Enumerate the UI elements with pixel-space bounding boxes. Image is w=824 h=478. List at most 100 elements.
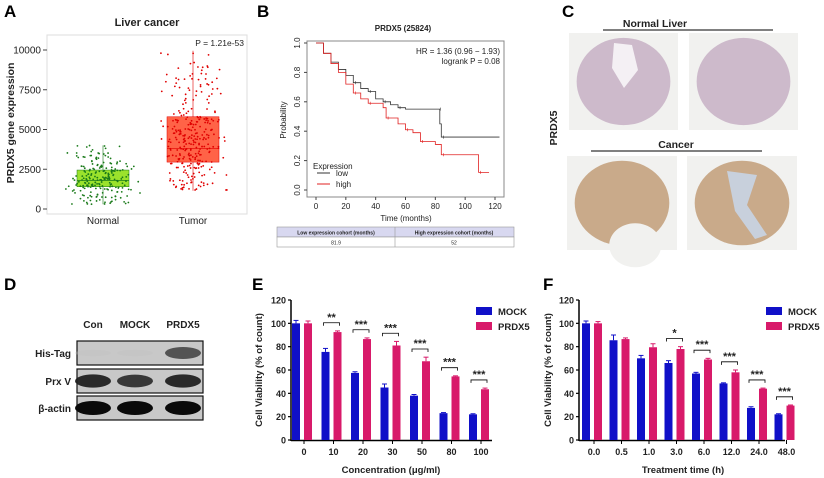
data-point [121, 176, 124, 179]
data-point [167, 140, 170, 143]
panel-a-xtick-tumor: Tumor [179, 216, 208, 227]
data-point [185, 148, 188, 150]
data-point [175, 155, 177, 157]
blot-band [165, 347, 201, 359]
data-point [109, 184, 112, 186]
data-point [79, 189, 82, 192]
data-point [190, 123, 193, 125]
data-point [107, 175, 110, 177]
data-point [101, 191, 104, 194]
panel-f-xtick-label: 12.0 [723, 447, 741, 457]
data-point [127, 173, 130, 176]
data-point [106, 177, 108, 180]
data-point [174, 118, 177, 121]
data-point [169, 178, 172, 180]
data-point [207, 102, 210, 104]
data-point [88, 176, 91, 179]
panel-f-legend-swatch-prdx5 [766, 322, 782, 330]
data-point [196, 162, 199, 165]
data-point [179, 111, 181, 114]
data-point [127, 188, 130, 191]
panel-e-significance-label: *** [414, 338, 428, 350]
data-point [198, 142, 200, 145]
data-point [119, 169, 122, 172]
panel-b-xlabel: Time (months) [380, 214, 432, 223]
data-point [73, 189, 75, 191]
data-point [207, 134, 210, 137]
panel-f-xtick-label: 3.0 [670, 447, 683, 457]
data-point [103, 188, 106, 190]
data-point [130, 188, 132, 191]
panel-e-legend-prdx5: PRDX5 [498, 322, 530, 333]
panel-f-bar-prdx5 [786, 405, 795, 440]
tissue-core [574, 160, 670, 246]
data-point [180, 114, 183, 117]
data-point [160, 138, 163, 140]
data-point [189, 159, 192, 161]
panel-f-xtick-label: 0.0 [588, 447, 601, 457]
data-point [123, 200, 126, 203]
data-point [207, 143, 210, 146]
data-point [90, 159, 93, 162]
panel-e-xtick-label: 50 [417, 447, 427, 457]
panel-e-significance-bracket [470, 379, 488, 383]
panel-e-significance-label: ** [327, 312, 336, 324]
blot-band [117, 374, 153, 388]
data-point [187, 110, 190, 113]
data-point [177, 119, 180, 122]
panel-e-significance-label: *** [355, 319, 369, 331]
data-point [97, 157, 100, 159]
data-point [109, 185, 111, 188]
data-point [96, 193, 99, 196]
data-point [194, 158, 197, 161]
data-point [193, 176, 196, 178]
blot-band [165, 374, 201, 388]
panel-f-significance-bracket [748, 379, 766, 383]
panel-label-a: A [4, 2, 16, 21]
data-point [91, 163, 94, 165]
data-point [173, 85, 176, 88]
data-point [81, 194, 84, 196]
data-point [162, 125, 165, 128]
km-xtick-label: 120 [488, 202, 502, 211]
data-point [217, 145, 220, 148]
panel-f-ytick-label: 100 [559, 319, 574, 329]
data-point [205, 138, 207, 140]
data-point [213, 133, 215, 136]
data-point [121, 168, 124, 171]
data-point [180, 187, 182, 190]
panel-e-bar-prdx5 [481, 389, 489, 440]
data-point [192, 52, 195, 55]
panel-e-significance-bracket [352, 329, 370, 333]
data-point [98, 185, 101, 188]
panel-d: Con MOCK PRDX5 His-Tag Prx V β-actin [35, 320, 204, 421]
data-point [206, 65, 209, 67]
panel-f-bar-mock [637, 358, 645, 440]
data-point [188, 164, 191, 167]
row-label-his-tag: His-Tag [35, 349, 71, 360]
data-point [218, 136, 220, 139]
panel-e-xlabel: Concentration (μg/ml) [342, 465, 441, 476]
panel-e-bar-mock [292, 323, 300, 440]
panel-b-hr: HR = 1.36 (0.96 − 1.93) [416, 47, 500, 56]
data-point [188, 89, 191, 92]
km-table-body-bg [276, 236, 515, 248]
data-point [195, 155, 198, 158]
data-point [197, 163, 200, 166]
data-point [179, 146, 182, 149]
data-point [210, 118, 213, 121]
data-point [190, 162, 192, 165]
data-point [114, 198, 117, 201]
data-point [181, 180, 184, 182]
data-point [184, 140, 186, 143]
data-point [107, 156, 110, 158]
panel-f-ytick-label: 80 [564, 342, 574, 352]
panel-f: Cell Viability (% of count) Treatment ti… [543, 296, 820, 477]
data-point [89, 191, 92, 194]
panel-b-logrank: logrank P = 0.08 [442, 57, 501, 66]
data-point [104, 154, 107, 157]
data-point [183, 165, 185, 168]
data-point [100, 181, 103, 183]
data-point [195, 94, 197, 97]
panel-e-significance-bracket [323, 322, 340, 326]
